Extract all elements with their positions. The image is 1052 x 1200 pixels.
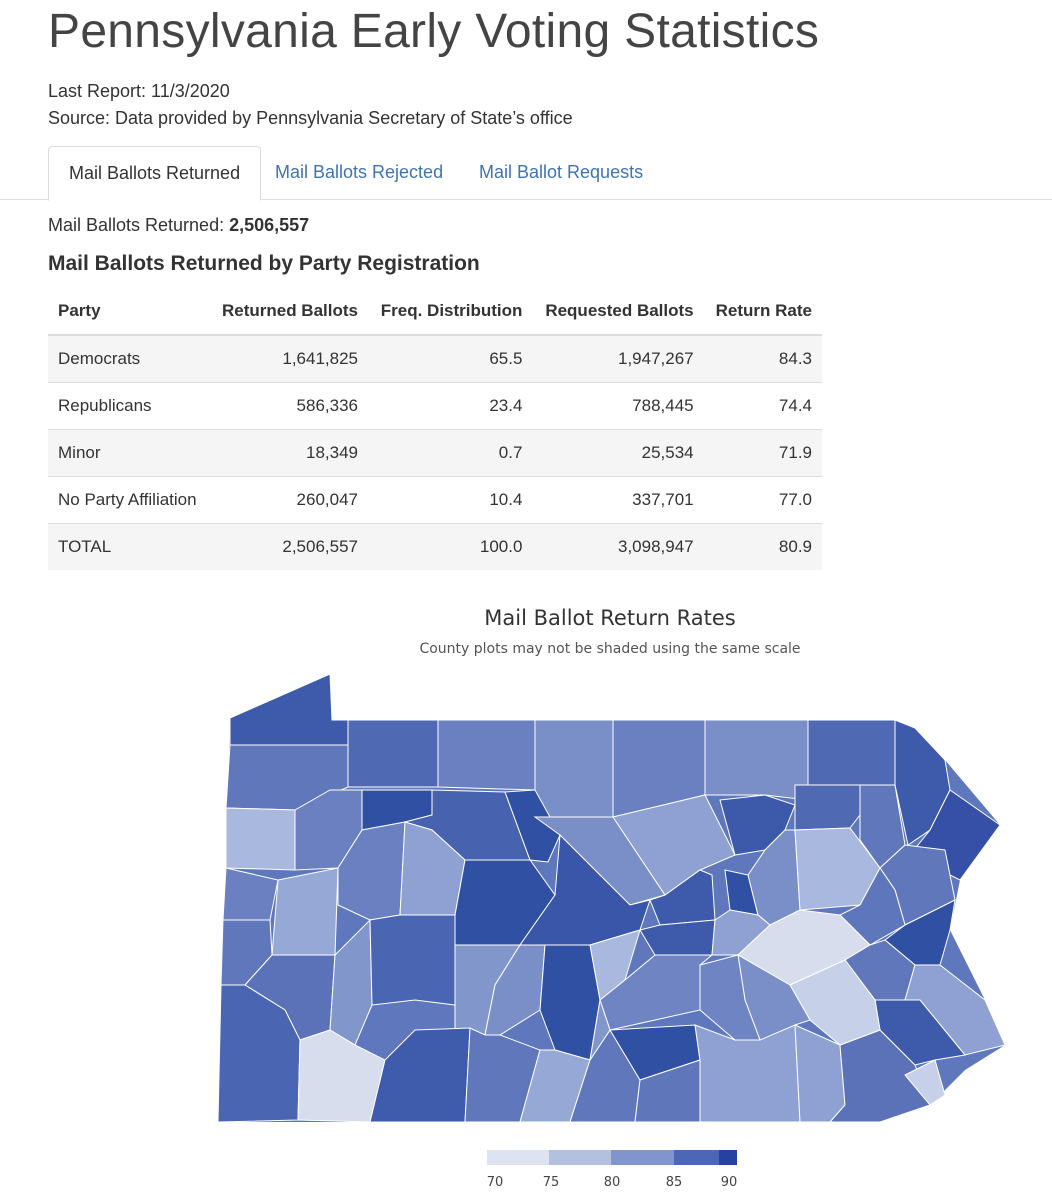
legend-tick-85: 85 [665,1175,683,1190]
cell: 788,445 [532,382,704,430]
county [229,673,349,746]
cell: 84.3 [703,334,822,383]
table-row: TOTAL 2,506,557 100.0 3,098,947 80.9 [48,523,822,570]
county-choropleth-map [217,673,1006,1123]
map-title: Mail Ballot Return Rates [484,606,736,630]
cell: 0.7 [368,429,533,477]
party-table: Party Returned Ballots Freq. Distributio… [48,288,822,570]
legend-swatch-75 [549,1150,611,1165]
legend-tick-80: 80 [603,1175,621,1190]
cell: Republicans [48,382,210,430]
cell: 586,336 [209,382,368,430]
cell: TOTAL [48,523,210,570]
section-title: Mail Ballots Returned by Party Registrat… [48,252,480,275]
county [437,719,536,791]
col-returned-ballots: Returned Ballots [209,288,368,336]
cell: 23.4 [368,382,533,430]
cell: 3,098,947 [532,523,704,570]
legend-tick-90: 90 [720,1175,738,1190]
county [794,784,861,831]
cell: 1,947,267 [532,334,704,383]
legend-swatch-80 [611,1150,674,1165]
table-row: Minor 18,349 0.7 25,534 71.9 [48,429,822,477]
cell: 2,506,557 [209,523,368,570]
cell: 77.0 [703,476,822,524]
county [589,999,611,1061]
county [704,719,809,801]
returned-summary: Mail Ballots Returned: 2,506,557 [48,215,309,236]
cell: 18,349 [209,429,368,477]
col-freq-distribution: Freq. Distribution [368,288,533,336]
table-row: No Party Affiliation 260,047 10.4 337,70… [48,476,822,524]
tab-mail-ballots-rejected[interactable]: Mail Ballots Rejected [275,162,444,182]
table-header-row: Party Returned Ballots Freq. Distributio… [48,288,822,336]
counties [217,673,1006,1123]
county [612,794,736,896]
cell: 100.0 [368,523,533,570]
cell: 260,047 [209,476,368,524]
county [369,914,456,1006]
county [534,719,614,818]
cell: 71.9 [703,429,822,477]
cell: Minor [48,429,210,477]
map-subtitle: County plots may not be shaded using the… [419,641,801,657]
cell: No Party Affiliation [48,476,210,524]
color-scale-legend [487,1150,737,1165]
col-requested-ballots: Requested Ballots [532,288,704,336]
cell: Democrats [48,334,210,383]
county [874,999,966,1066]
legend-tick-75: 75 [542,1175,560,1190]
table-row: Democrats 1,641,825 65.5 1,947,267 84.3 [48,334,822,383]
returned-summary-value: 2,506,557 [229,215,310,235]
county [225,807,296,871]
cell: 337,701 [532,476,704,524]
col-return-rate: Return Rate [703,288,822,336]
county [504,789,561,863]
data-source: Source: Data provided by Pennsylvania Se… [48,108,573,128]
legend-swatch-90 [719,1150,737,1165]
returned-summary-label: Mail Ballots Returned: [48,215,225,235]
county [271,867,339,956]
page-title: Pennsylvania Early Voting Statistics [48,5,820,58]
table-row: Republicans 586,336 23.4 788,445 74.4 [48,382,822,430]
cell: 74.4 [703,382,822,430]
tab-mail-ballot-requests[interactable]: Mail Ballot Requests [479,162,644,182]
cell: 25,534 [532,429,704,477]
tab-bar: Mail Ballots Returned Mail Ballots Rejec… [0,146,1052,201]
county [347,719,439,788]
col-party: Party [48,288,210,336]
county [807,719,896,786]
cell: 1,641,825 [209,334,368,383]
cell: 10.4 [368,476,533,524]
cell: 80.9 [703,523,822,570]
cell: 65.5 [368,334,533,383]
legend-swatch-70 [487,1150,549,1165]
county [329,918,373,1046]
legend-tick-70: 70 [486,1175,504,1190]
last-report: Last Report: 11/3/2020 [48,81,230,101]
tab-mail-ballots-returned[interactable]: Mail Ballots Returned [48,146,262,201]
county [904,1059,946,1106]
